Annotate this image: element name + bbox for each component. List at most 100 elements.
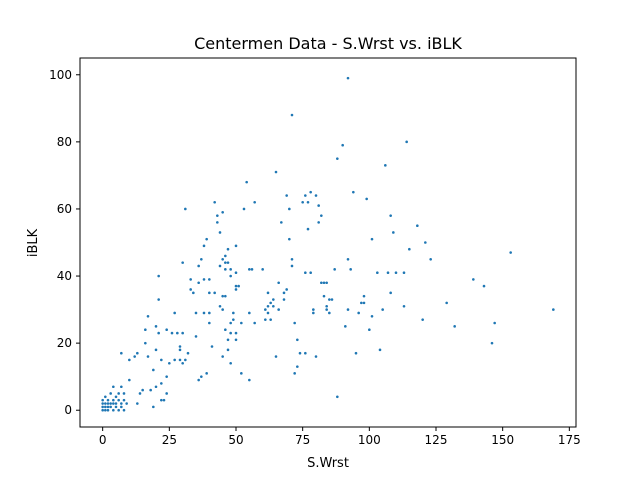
y-axis-label: iBLK bbox=[26, 228, 41, 257]
data-point bbox=[154, 385, 158, 389]
data-point bbox=[149, 388, 152, 392]
data-point bbox=[216, 214, 219, 217]
data-point bbox=[317, 204, 320, 207]
data-point bbox=[402, 304, 406, 308]
data-point bbox=[200, 375, 203, 378]
data-point bbox=[306, 200, 310, 204]
data-point bbox=[234, 284, 238, 288]
data-point bbox=[234, 338, 238, 342]
data-point bbox=[306, 227, 310, 231]
data-point bbox=[122, 392, 126, 395]
data-point bbox=[224, 328, 227, 332]
data-point bbox=[288, 207, 291, 211]
data-point bbox=[146, 315, 150, 318]
data-point bbox=[248, 378, 251, 382]
data-point bbox=[117, 392, 120, 395]
data-point bbox=[304, 271, 307, 274]
data-point bbox=[328, 311, 331, 315]
data-point bbox=[405, 140, 408, 144]
data-point bbox=[234, 271, 238, 274]
data-point bbox=[314, 355, 318, 358]
data-point bbox=[378, 348, 382, 352]
x-tick-label: 175 bbox=[558, 433, 581, 447]
data-point bbox=[120, 402, 123, 405]
data-point bbox=[232, 318, 235, 321]
data-point bbox=[288, 237, 291, 241]
data-point bbox=[346, 257, 350, 261]
data-point bbox=[266, 311, 270, 315]
data-point bbox=[197, 264, 200, 268]
data-point bbox=[178, 358, 182, 362]
data-point bbox=[424, 241, 427, 244]
data-point bbox=[389, 291, 392, 295]
data-point bbox=[402, 271, 406, 274]
data-point bbox=[205, 237, 208, 241]
data-point bbox=[240, 372, 243, 375]
data-point bbox=[320, 214, 323, 217]
data-point bbox=[181, 331, 184, 335]
data-point bbox=[293, 372, 296, 375]
data-point bbox=[352, 190, 355, 194]
data-point bbox=[322, 281, 326, 285]
data-point bbox=[122, 398, 126, 402]
data-point bbox=[482, 284, 486, 288]
data-point bbox=[229, 331, 232, 335]
data-point bbox=[360, 301, 363, 305]
data-point bbox=[453, 325, 456, 328]
data-point bbox=[293, 321, 296, 325]
x-axis-label: S.Wrst bbox=[307, 456, 349, 471]
data-point bbox=[154, 325, 158, 328]
x-tick-label: 125 bbox=[425, 433, 448, 447]
data-point bbox=[106, 402, 110, 405]
data-point bbox=[250, 268, 254, 271]
data-point bbox=[101, 402, 104, 405]
data-point bbox=[208, 291, 211, 295]
data-point bbox=[208, 311, 211, 315]
data-point bbox=[106, 398, 110, 402]
data-point bbox=[189, 278, 192, 281]
data-point bbox=[552, 308, 555, 311]
data-point bbox=[202, 278, 206, 281]
data-point bbox=[221, 294, 224, 298]
y-tick-label: 40 bbox=[57, 269, 72, 283]
data-point bbox=[226, 338, 230, 342]
data-point bbox=[282, 291, 286, 295]
data-point bbox=[165, 392, 168, 395]
data-point bbox=[285, 288, 288, 291]
data-point bbox=[296, 338, 299, 342]
data-point bbox=[277, 308, 280, 311]
data-point bbox=[274, 355, 278, 358]
data-point bbox=[181, 361, 184, 365]
data-point bbox=[272, 304, 275, 308]
data-point bbox=[218, 304, 222, 308]
data-point bbox=[304, 194, 307, 197]
y-tick-label: 100 bbox=[49, 68, 72, 82]
data-point bbox=[229, 321, 232, 325]
data-point bbox=[245, 180, 248, 184]
data-point bbox=[490, 341, 494, 345]
data-point bbox=[344, 325, 347, 328]
data-point bbox=[224, 254, 227, 258]
data-point bbox=[160, 398, 163, 402]
data-point bbox=[301, 200, 304, 204]
data-point bbox=[128, 378, 131, 382]
data-point bbox=[328, 298, 331, 301]
data-point bbox=[248, 311, 251, 315]
data-point bbox=[290, 113, 294, 117]
data-point bbox=[205, 372, 208, 375]
data-point bbox=[232, 311, 235, 315]
data-point bbox=[181, 261, 184, 264]
data-point bbox=[157, 274, 160, 278]
data-point bbox=[202, 311, 206, 315]
points-layer bbox=[101, 76, 555, 412]
data-point bbox=[114, 402, 118, 405]
data-point bbox=[381, 308, 384, 311]
y-axis-ticks: 0 20 40 60 80 100 bbox=[49, 68, 80, 417]
data-point bbox=[218, 264, 222, 268]
data-point bbox=[325, 308, 328, 311]
data-point bbox=[394, 271, 398, 274]
data-point bbox=[101, 405, 104, 409]
data-point bbox=[304, 351, 307, 355]
